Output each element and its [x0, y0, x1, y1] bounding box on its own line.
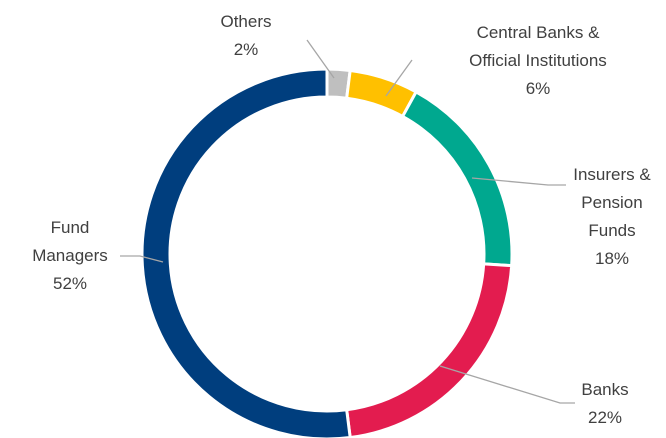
- slice-label: Insurers & Pension Funds 18%: [567, 161, 657, 273]
- slice-label: Central Banks & Official Institutions 6%: [453, 19, 623, 103]
- slice-label: Fund Managers 52%: [25, 214, 115, 298]
- leader-line: [385, 59, 413, 97]
- category-label: Others: [220, 12, 272, 31]
- value-label: 52%: [52, 274, 88, 293]
- slice-label: Banks 22%: [565, 376, 645, 432]
- leader-line: [306, 39, 335, 79]
- donut-slice: [400, 89, 514, 268]
- category-label: Fund Managers: [32, 218, 108, 265]
- value-label: 2%: [233, 40, 259, 59]
- donut-slice: [345, 262, 514, 438]
- category-label: Central Banks & Official Institutions: [469, 23, 607, 70]
- value-label: 22%: [587, 408, 623, 427]
- leader-line: [471, 177, 566, 186]
- category-label: Insurers & Pension Funds: [573, 165, 651, 240]
- value-label: 18%: [594, 249, 630, 268]
- donut-slice: [140, 67, 352, 438]
- category-label: Banks: [581, 380, 629, 399]
- leader-line: [120, 255, 164, 263]
- value-label: 6%: [525, 79, 551, 98]
- slice-label: Others 2%: [186, 8, 306, 64]
- leader-line: [439, 365, 575, 404]
